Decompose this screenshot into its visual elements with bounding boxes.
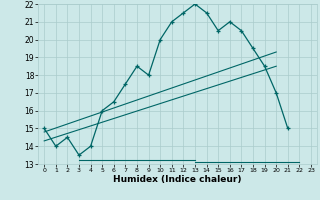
X-axis label: Humidex (Indice chaleur): Humidex (Indice chaleur) [113, 175, 242, 184]
